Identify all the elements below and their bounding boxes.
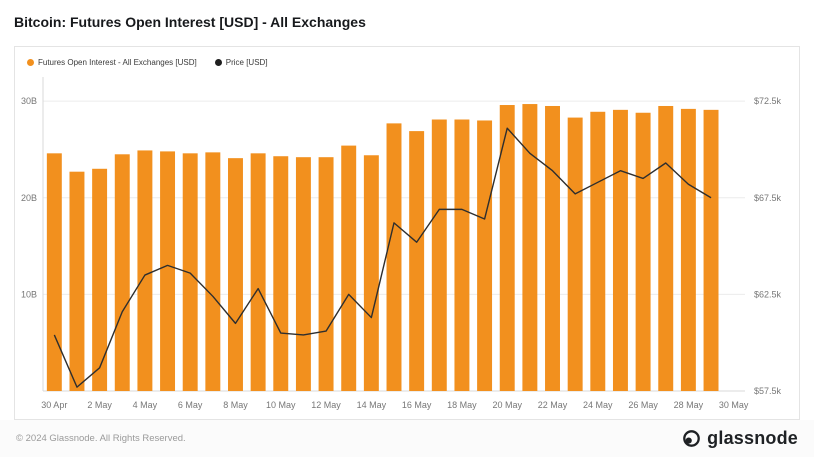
x-axis-tick: 30 Apr — [41, 400, 67, 410]
legend-item-open-interest[interactable]: Futures Open Interest - All Exchanges [U… — [27, 58, 197, 67]
page-title: Bitcoin: Futures Open Interest [USD] - A… — [14, 14, 366, 30]
x-axis-tick: 26 May — [628, 400, 658, 410]
price-line[interactable] — [53, 127, 712, 388]
bar-10-may[interactable] — [273, 156, 289, 391]
bar-25-may[interactable] — [612, 109, 628, 391]
bar-24-may[interactable] — [590, 111, 606, 391]
x-axis-tick: 18 May — [447, 400, 477, 410]
x-axis-tick: 24 May — [583, 400, 613, 410]
right-axis-tick: $62.5k — [754, 289, 782, 299]
x-axis-tick: 10 May — [266, 400, 296, 410]
price-dot-icon — [214, 58, 222, 66]
right-axis-tick: $67.5k — [754, 193, 782, 203]
x-axis-tick: 6 May — [178, 400, 203, 410]
left-axis-tick: 30B — [21, 96, 37, 106]
x-axis-tick: 30 May — [719, 400, 749, 410]
bar-18-may[interactable] — [454, 119, 470, 391]
x-axis-tick: 12 May — [311, 400, 341, 410]
x-axis-tick: 28 May — [674, 400, 704, 410]
bar-23-may[interactable] — [567, 117, 583, 391]
left-axis-tick: 10B — [21, 289, 37, 299]
legend: Futures Open Interest - All Exchanges [U… — [15, 47, 799, 69]
chart-plot[interactable]: 10B 20B 30B $57.5k $62.5k $67.5k $72.5k 30 Apr 2… — [15, 69, 799, 419]
legend-label-open-interest: Futures Open Interest - All Exchanges [U… — [38, 57, 197, 67]
right-axis-tick: $57.5k — [754, 386, 782, 396]
x-axis-tick: 2 May — [87, 400, 112, 410]
bar-30-apr[interactable] — [46, 153, 62, 391]
bar-27-may[interactable] — [658, 105, 674, 391]
x-axis-tick: 16 May — [402, 400, 432, 410]
x-axis-tick: 22 May — [538, 400, 568, 410]
bar-3-may[interactable] — [114, 154, 130, 391]
x-axis-tick: 14 May — [357, 400, 387, 410]
bar-6-may[interactable] — [182, 153, 198, 391]
legend-item-price[interactable]: Price [USD] — [214, 57, 268, 67]
bar-21-may[interactable] — [522, 104, 538, 391]
bar-17-may[interactable] — [431, 119, 447, 391]
bar-14-may[interactable] — [363, 155, 379, 391]
bar-4-may[interactable] — [137, 150, 153, 391]
x-axis-tick: 20 May — [492, 400, 522, 410]
left-axis-tick: 20B — [21, 193, 37, 203]
bar-7-may[interactable] — [205, 152, 221, 391]
bar-13-may[interactable] — [341, 145, 357, 391]
open-interest-dot-icon — [27, 58, 34, 66]
glassnode-logo: glassnode — [682, 428, 798, 449]
bar-9-may[interactable] — [250, 153, 266, 391]
x-axis-tick: 8 May — [223, 400, 248, 410]
bar-8-may[interactable] — [228, 158, 243, 391]
bar-2-may[interactable] — [92, 168, 108, 391]
footer: © 2024 Glassnode. All Rights Reserved. g… — [0, 420, 814, 457]
bar-11-may[interactable] — [295, 157, 311, 391]
bar-28-may[interactable] — [680, 108, 696, 392]
bar-16-may[interactable] — [409, 131, 425, 391]
glassnode-logo-icon — [683, 430, 701, 447]
bar-26-may[interactable] — [635, 112, 651, 392]
chart-card: Futures Open Interest - All Exchanges [U… — [14, 46, 800, 420]
x-axis-tick: 4 May — [133, 400, 158, 410]
bar-19-may[interactable] — [477, 120, 493, 391]
bar-29-may[interactable] — [703, 109, 719, 391]
bar-15-may[interactable] — [386, 123, 402, 392]
right-axis-tick: $72.5k — [754, 96, 782, 106]
glassnode-wordmark: glassnode — [707, 428, 798, 448]
bar-1-may[interactable] — [69, 171, 85, 391]
bar-5-may[interactable] — [160, 151, 176, 391]
legend-label-price: Price [USD] — [225, 57, 268, 67]
bar-20-may[interactable] — [499, 105, 515, 391]
copyright-text: © 2024 Glassnode. All Rights Reserved. — [16, 433, 186, 444]
bar-12-may[interactable] — [318, 157, 334, 391]
bar-22-may[interactable] — [545, 105, 560, 391]
